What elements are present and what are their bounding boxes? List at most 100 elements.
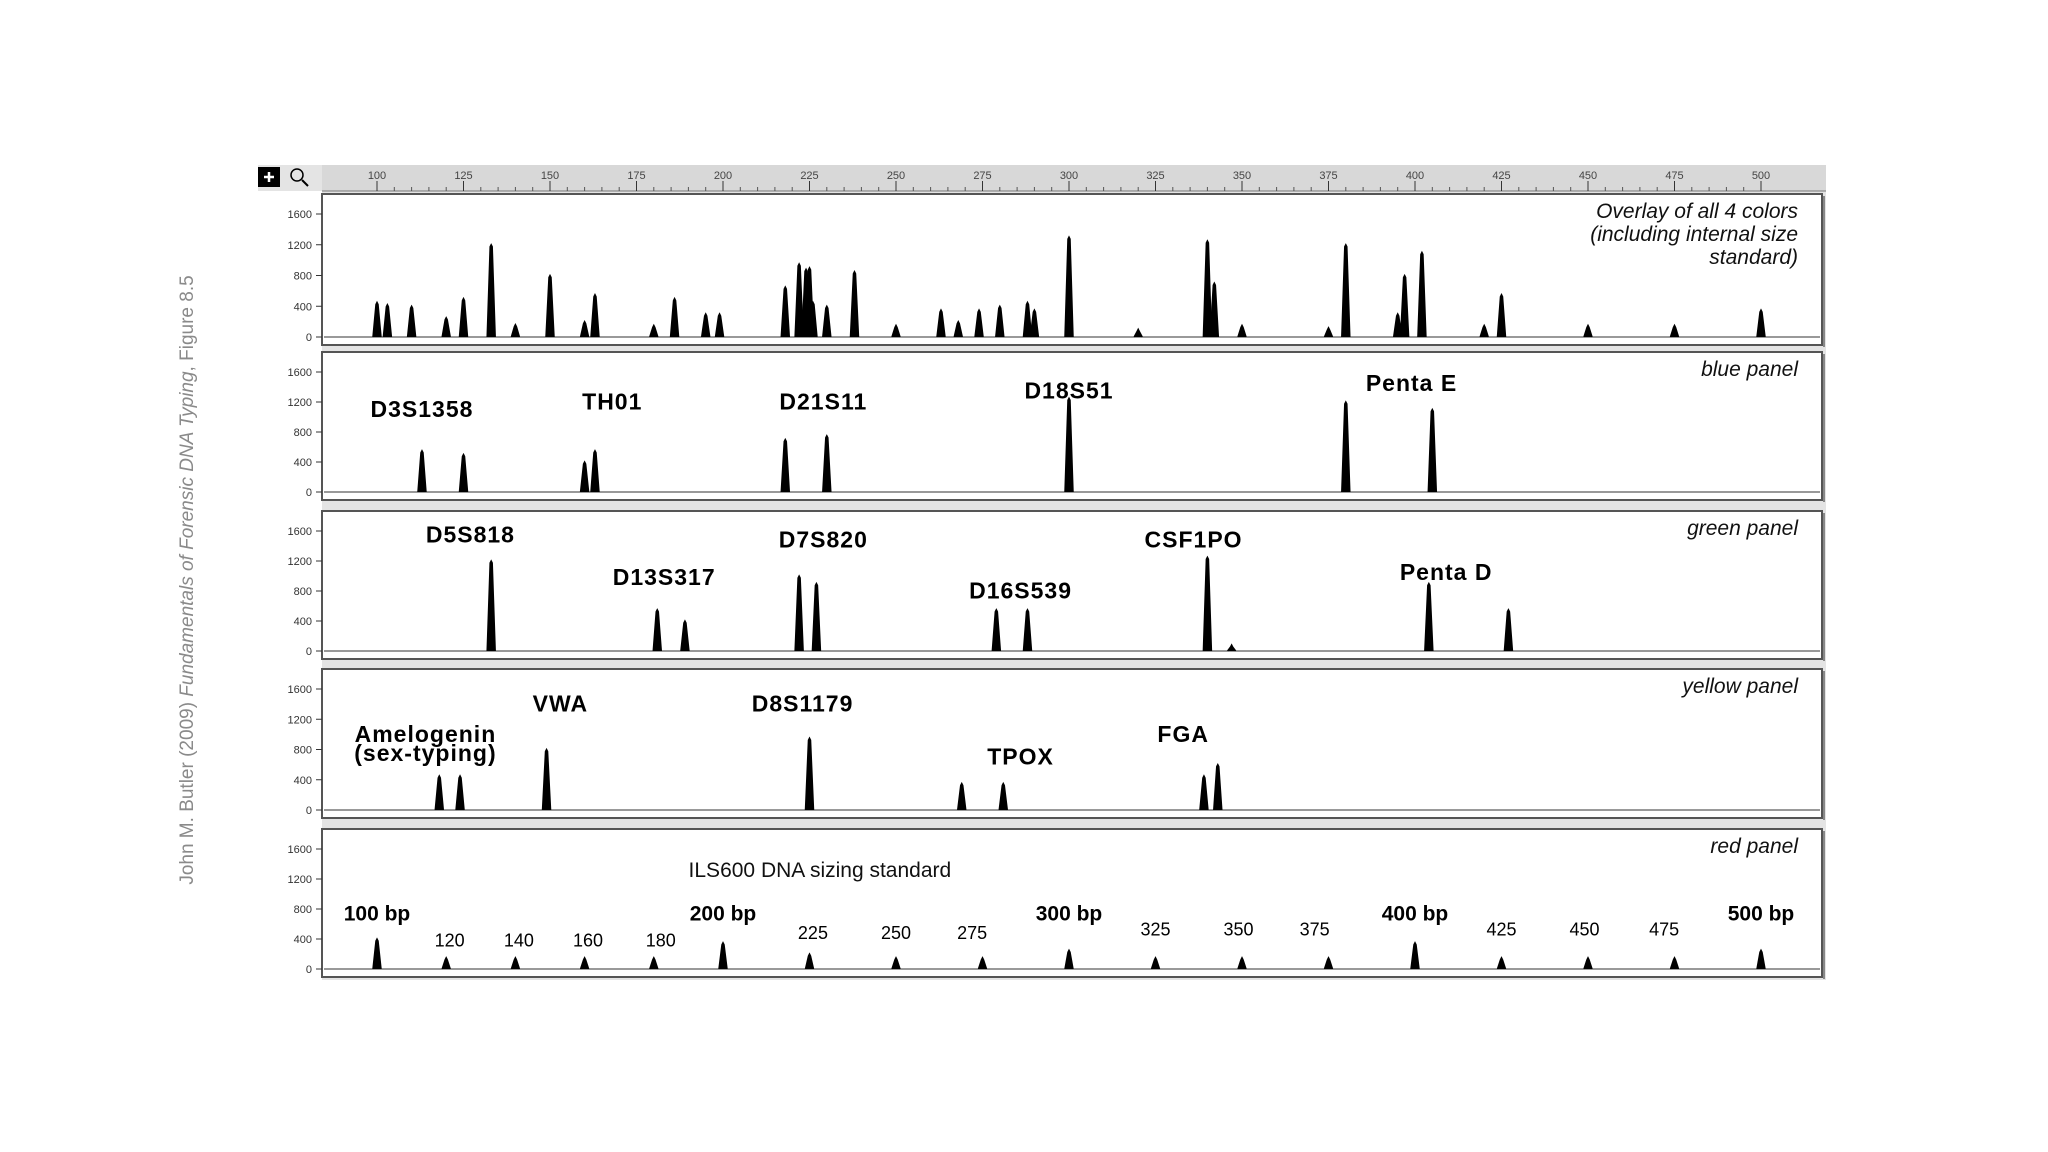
peak bbox=[974, 308, 984, 338]
y-tick-label: 0 bbox=[306, 487, 312, 499]
peak bbox=[590, 449, 600, 493]
peak bbox=[1669, 323, 1680, 338]
ruler-tick-label: 125 bbox=[454, 170, 472, 182]
peak bbox=[953, 319, 964, 338]
y-tick-label: 1600 bbox=[288, 209, 312, 221]
peak bbox=[891, 323, 901, 338]
panel-1: 1600 1200 800 400 0 Overlay of all 4 colors(i… bbox=[288, 193, 1825, 347]
peak bbox=[652, 608, 663, 652]
y-tick-label: 800 bbox=[294, 904, 312, 916]
ruler-tick-label: 100 bbox=[368, 170, 386, 182]
size-label: 475 bbox=[1649, 919, 1679, 939]
y-tick-label: 400 bbox=[294, 616, 312, 628]
peak bbox=[822, 434, 832, 493]
locus-label: D7S820 bbox=[779, 527, 868, 553]
ruler-tick-label: 475 bbox=[1665, 170, 1683, 182]
ruler-tick-label: 200 bbox=[714, 170, 732, 182]
peak bbox=[455, 774, 465, 811]
peak bbox=[794, 574, 804, 652]
locus-label: D13S317 bbox=[613, 564, 716, 590]
locus-label: TPOX bbox=[987, 744, 1054, 770]
size-label: 180 bbox=[646, 931, 676, 951]
panel-label: (including internal size bbox=[1590, 223, 1798, 246]
ruler-tick-label: 150 bbox=[541, 170, 559, 182]
peak bbox=[1341, 400, 1351, 493]
panel-label: Overlay of all 4 colors bbox=[1596, 200, 1798, 223]
peak bbox=[1199, 774, 1209, 811]
panel-label: green panel bbox=[1687, 517, 1799, 540]
ruler-tick-label: 425 bbox=[1492, 170, 1510, 182]
y-tick-label: 0 bbox=[306, 332, 312, 344]
size-label: 450 bbox=[1570, 919, 1600, 939]
ruler-tick-label: 325 bbox=[1146, 170, 1164, 182]
magnifier-icon bbox=[290, 168, 304, 182]
peak bbox=[649, 323, 659, 338]
peak bbox=[680, 619, 690, 652]
locus-label: D5S818 bbox=[426, 521, 515, 547]
size-label: 375 bbox=[1300, 919, 1330, 939]
panel-plot-area bbox=[321, 828, 1823, 978]
y-tick-label: 1200 bbox=[288, 714, 312, 726]
size-label-major: 300 bp bbox=[1036, 902, 1103, 925]
panel-plot-area bbox=[321, 510, 1823, 660]
plus-icon-glyph bbox=[264, 172, 274, 182]
peak bbox=[1479, 323, 1489, 338]
y-tick-label: 400 bbox=[294, 934, 312, 946]
peak bbox=[811, 581, 822, 652]
peak bbox=[1424, 581, 1434, 652]
locus-label: Penta D bbox=[1400, 559, 1493, 585]
locus-label: D21S11 bbox=[779, 389, 867, 415]
peak bbox=[1133, 327, 1143, 338]
peak bbox=[579, 319, 590, 338]
peak bbox=[545, 273, 555, 338]
peak bbox=[510, 956, 521, 970]
peak bbox=[794, 262, 804, 338]
size-label: 425 bbox=[1486, 919, 1516, 939]
peak bbox=[1209, 281, 1220, 338]
peak bbox=[995, 304, 1005, 338]
peak bbox=[1064, 235, 1074, 338]
peak bbox=[1237, 323, 1247, 338]
size-label: 325 bbox=[1140, 919, 1170, 939]
peak bbox=[510, 323, 521, 338]
peak bbox=[486, 559, 496, 652]
ruler-tick-label: 300 bbox=[1060, 170, 1078, 182]
peak bbox=[1503, 608, 1514, 652]
y-tick-label: 800 bbox=[294, 745, 312, 757]
peak bbox=[1202, 239, 1213, 338]
panel-label: blue panel bbox=[1701, 358, 1799, 381]
peak bbox=[1150, 956, 1161, 970]
y-tick-label: 0 bbox=[306, 646, 312, 658]
peak bbox=[804, 952, 815, 970]
locus-label: CSF1PO bbox=[1145, 527, 1243, 553]
peak bbox=[1323, 956, 1334, 970]
panel-label: standard) bbox=[1709, 246, 1798, 269]
peak bbox=[808, 300, 818, 338]
peak bbox=[434, 774, 445, 811]
peak bbox=[1399, 273, 1410, 338]
locus-label: D16S539 bbox=[969, 578, 1072, 604]
y-tick-label: 1200 bbox=[288, 556, 312, 568]
peak bbox=[1022, 608, 1033, 652]
peak bbox=[718, 941, 728, 970]
peak bbox=[1341, 243, 1351, 338]
locus-label: D3S1358 bbox=[371, 396, 474, 422]
y-tick-label: 1600 bbox=[288, 367, 312, 379]
peak bbox=[382, 303, 393, 338]
ruler-tick-label: 275 bbox=[973, 170, 991, 182]
peak bbox=[1022, 300, 1033, 338]
panel-label: yellow panel bbox=[1680, 675, 1799, 698]
locus-label: D18S51 bbox=[1024, 377, 1113, 403]
y-axis-gutter bbox=[258, 191, 322, 980]
magnifier-icon-handle bbox=[301, 179, 309, 187]
peak bbox=[541, 747, 552, 811]
peak bbox=[1213, 762, 1223, 811]
peak bbox=[1427, 407, 1438, 493]
peak bbox=[1417, 250, 1427, 338]
peak bbox=[406, 304, 417, 338]
locus-label: TH01 bbox=[582, 389, 642, 415]
peak bbox=[590, 293, 600, 338]
peak bbox=[998, 781, 1009, 811]
size-label: 160 bbox=[573, 931, 603, 951]
y-tick-label: 800 bbox=[294, 427, 312, 439]
